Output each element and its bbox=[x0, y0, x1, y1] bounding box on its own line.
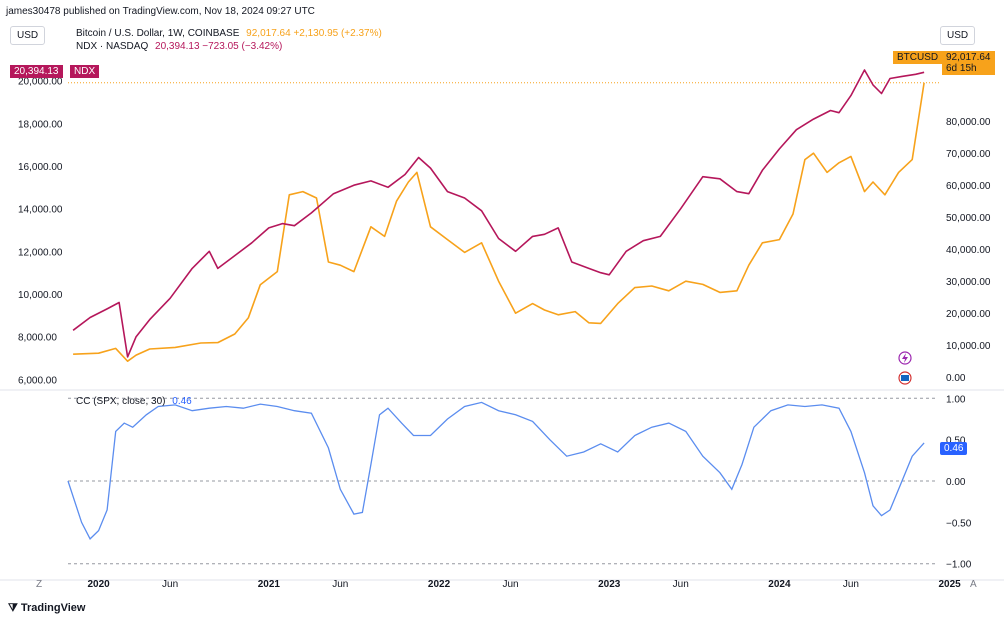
us-flag-icon bbox=[901, 375, 909, 381]
time-axis-tick-label: 2023 bbox=[598, 579, 621, 590]
cc-legend[interactable]: CC (SPX, close, 30) 0.46 bbox=[76, 396, 192, 407]
zoom-marker: Z bbox=[36, 579, 42, 590]
ndx-legend[interactable]: NDX · NASDAQ 20,394.13 −723.05 (−3.42%) bbox=[76, 41, 282, 52]
right-currency-selector[interactable]: USD bbox=[940, 26, 976, 45]
right-axis-tick-label: 70,000.00 bbox=[946, 149, 991, 160]
cc-axis-tick-label: 1.00 bbox=[946, 394, 966, 405]
btc-series-line bbox=[73, 82, 925, 362]
ndx-series-line bbox=[72, 69, 925, 358]
ndx-label-tag: NDX bbox=[70, 65, 100, 78]
right-axis-tick-label: 60,000.00 bbox=[946, 181, 991, 192]
btc-price-tag-value: 92,017.64 bbox=[946, 52, 991, 63]
time-axis-tick-label: Jun bbox=[162, 579, 178, 590]
time-axis-tick-label: Jun bbox=[843, 579, 859, 590]
ndx-legend-values: 20,394.13 −723.05 (−3.42%) bbox=[155, 41, 283, 52]
left-currency-selector[interactable]: USD bbox=[10, 26, 46, 45]
cc-legend-value: 0.46 bbox=[172, 396, 192, 407]
right-axis-tick-label: 30,000.00 bbox=[946, 277, 991, 288]
left-axis-tick-label: 10,000.00 bbox=[18, 290, 63, 301]
right-axis-tick-label: 0.00 bbox=[946, 373, 966, 384]
published-header: james30478 published on TradingView.com,… bbox=[6, 6, 315, 17]
time-axis-tick-label: 2020 bbox=[88, 579, 111, 590]
btc-label-tag: BTCUSD bbox=[893, 51, 943, 64]
time-axis-tick-label: 2025 bbox=[938, 579, 961, 590]
tv-logo-text: TradingView bbox=[20, 602, 86, 614]
auto-scale-marker: A bbox=[970, 579, 977, 590]
cc-axis-tick-label: 0.00 bbox=[946, 477, 966, 488]
btc-price-tag: 92,017.64 6d 15h bbox=[942, 51, 995, 75]
left-axis-tick-label: 14,000.00 bbox=[18, 205, 63, 216]
right-axis-tick-label: 80,000.00 bbox=[946, 117, 991, 128]
right-axis-tick-label: 50,000.00 bbox=[946, 213, 991, 224]
cc-axis-tick-label: −0.50 bbox=[946, 518, 972, 529]
right-axis-tick-label: 10,000.00 bbox=[946, 341, 991, 352]
btc-legend[interactable]: Bitcoin / U.S. Dollar, 1W, COINBASE 92,0… bbox=[76, 28, 382, 39]
tradingview-logo[interactable]: ⧩ TradingView bbox=[8, 602, 85, 615]
cc-legend-name: CC (SPX, close, 30) bbox=[76, 396, 166, 407]
tv-logo-icon: ⧩ bbox=[8, 602, 18, 614]
left-axis-tick-label: 8,000.00 bbox=[18, 333, 57, 344]
time-axis-tick-label: 2022 bbox=[428, 579, 451, 590]
lightning-bolt-icon bbox=[902, 353, 908, 363]
time-axis-tick-label: 2021 bbox=[258, 579, 281, 590]
ndx-price-tag-value: 20,394.13 bbox=[14, 66, 59, 77]
right-axis-tick-label: 20,000.00 bbox=[946, 309, 991, 320]
left-axis-tick-label: 16,000.00 bbox=[18, 162, 63, 173]
time-axis-tick-label: Jun bbox=[502, 579, 518, 590]
cc-series-line bbox=[67, 401, 925, 540]
cc-value-tag: 0.46 bbox=[940, 442, 968, 455]
btc-legend-name: Bitcoin / U.S. Dollar, 1W, COINBASE bbox=[76, 28, 240, 39]
left-axis-tick-label: 18,000.00 bbox=[18, 119, 63, 130]
cc-axis-tick-label: −1.00 bbox=[946, 560, 972, 571]
left-axis-tick-label: 6,000.00 bbox=[18, 375, 57, 386]
time-axis-tick-label: Jun bbox=[332, 579, 348, 590]
left-axis-tick-label: 12,000.00 bbox=[18, 247, 63, 258]
time-axis-tick-label: 2024 bbox=[768, 579, 791, 590]
time-axis-tick-label: Jun bbox=[673, 579, 689, 590]
btc-legend-values: 92,017.64 +2,130.95 (+2.37%) bbox=[246, 28, 382, 39]
btc-countdown: 6d 15h bbox=[946, 63, 977, 74]
ndx-price-tag: 20,394.13 bbox=[10, 65, 63, 78]
left-axis-tick-label: 20,000.00 bbox=[18, 77, 63, 88]
cc-axis-tick-label: 0.50 bbox=[946, 436, 966, 447]
ndx-legend-name: NDX · NASDAQ bbox=[76, 41, 149, 52]
right-axis-tick-label: 40,000.00 bbox=[946, 245, 991, 256]
